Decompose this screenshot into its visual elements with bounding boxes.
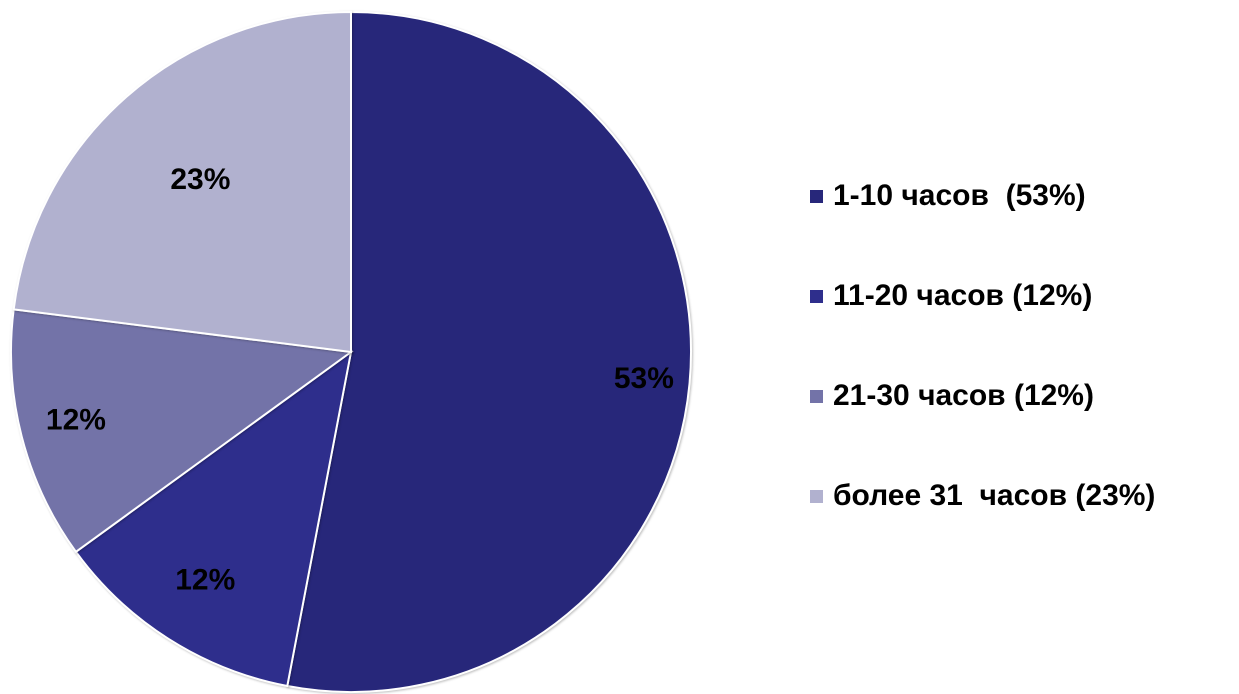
legend-label: более 31 часов (23%) [833, 479, 1156, 512]
legend-swatch [810, 489, 823, 503]
pie-data-label: 12% [46, 403, 106, 436]
pie-slice [286, 10, 692, 693]
pie-slice [74, 349, 353, 688]
pie-data-label: 53% [614, 362, 674, 395]
legend-swatch [810, 189, 823, 203]
legend-swatch [810, 389, 823, 403]
legend-swatch [810, 289, 823, 303]
legend-item: 1-10 часов (53%) [810, 176, 1086, 216]
legend-label: 21-30 часов (12%) [833, 379, 1094, 412]
pie-data-labels: 53% 12% 12% 23% [46, 163, 674, 597]
pie-data-label: 12% [175, 564, 235, 597]
pie-data-label: 23% [170, 163, 230, 196]
pie-slices [10, 10, 692, 693]
legend-item: более 31 часов (23%) [810, 476, 1155, 516]
pie-slice [10, 308, 354, 554]
legend-label: 11-20 часов (12%) [833, 279, 1093, 312]
legend-label: 1-10 часов (53%) [833, 179, 1086, 212]
legend-item: 11-20 часов (12%) [810, 276, 1092, 316]
pie-slice [12, 10, 352, 354]
legend-item: 21-30 часов (12%) [810, 376, 1094, 416]
